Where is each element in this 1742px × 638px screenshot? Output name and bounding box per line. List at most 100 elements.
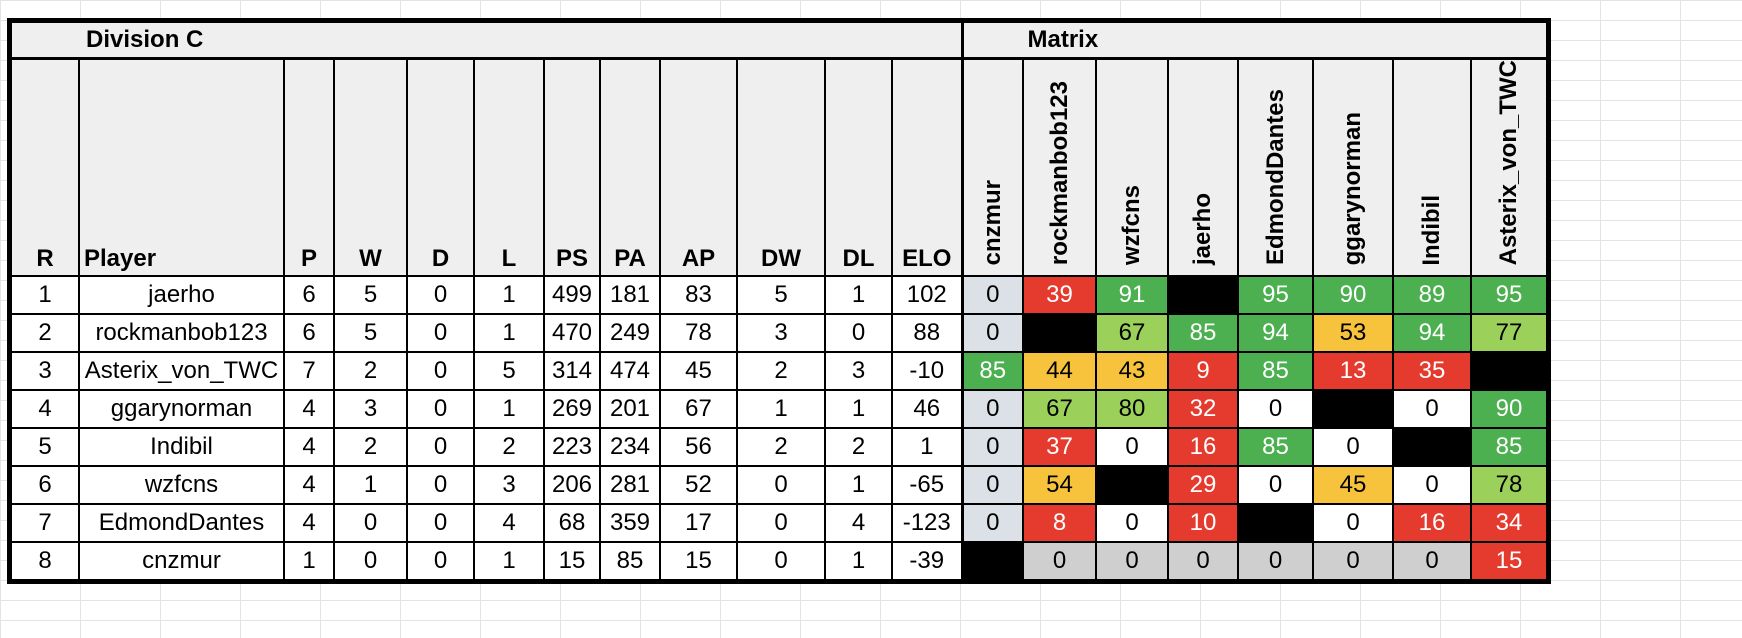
matrix-cell[interactable]: 8 (1022, 503, 1097, 544)
matrix-cell[interactable]: 0 (960, 389, 1024, 430)
matrix-cell[interactable]: 91 (1095, 275, 1169, 316)
cell-r[interactable]: 5 (10, 427, 80, 468)
cell-player[interactable]: rockmanbob123 (78, 313, 285, 354)
cell-w[interactable]: 5 (333, 275, 408, 316)
cell-elo[interactable]: 102 (891, 275, 963, 316)
matrix-cell[interactable]: 95 (1470, 275, 1548, 316)
cell-pa[interactable]: 234 (599, 427, 661, 468)
cell-elo[interactable]: 1 (891, 427, 963, 468)
matrix-cell[interactable]: 0 (960, 275, 1024, 316)
cell-p[interactable]: 6 (283, 313, 335, 354)
matrix-cell[interactable]: 0 (1022, 541, 1097, 582)
cell-ap[interactable]: 67 (659, 389, 738, 430)
matrix-cell[interactable]: 0 (1392, 389, 1472, 430)
matrix-cell[interactable] (1022, 313, 1097, 354)
cell-ps[interactable]: 68 (543, 503, 601, 544)
matrix-cell[interactable]: 94 (1237, 313, 1314, 354)
cell-dl[interactable]: 3 (824, 351, 893, 392)
matrix-cell[interactable]: 85 (1237, 351, 1314, 392)
matrix-cell[interactable] (1095, 465, 1169, 506)
cell-p[interactable]: 4 (283, 389, 335, 430)
matrix-cell[interactable]: 35 (1392, 351, 1472, 392)
cell-dw[interactable]: 2 (736, 351, 826, 392)
matrix-cell[interactable] (960, 541, 1024, 582)
cell-ap[interactable]: 15 (659, 541, 738, 582)
matrix-cell[interactable]: 34 (1470, 503, 1548, 544)
col-header-w[interactable]: W (333, 57, 408, 278)
cell-dl[interactable]: 1 (824, 541, 893, 582)
matrix-cell[interactable]: 0 (1312, 503, 1394, 544)
cell-player[interactable]: jaerho (78, 275, 285, 316)
cell-dw[interactable]: 5 (736, 275, 826, 316)
cell-ps[interactable]: 15 (543, 541, 601, 582)
cell-dw[interactable]: 1 (736, 389, 826, 430)
cell-d[interactable]: 0 (406, 389, 475, 430)
matrix-cell[interactable]: 43 (1095, 351, 1169, 392)
matrix-cell[interactable]: 0 (1095, 427, 1169, 468)
cell-d[interactable]: 0 (406, 427, 475, 468)
cell-p[interactable]: 4 (283, 465, 335, 506)
matrix-cell[interactable]: 37 (1022, 427, 1097, 468)
cell-player[interactable]: cnzmur (78, 541, 285, 582)
cell-ap[interactable]: 52 (659, 465, 738, 506)
matrix-cell[interactable]: 0 (960, 427, 1024, 468)
matrix-cell[interactable]: 80 (1095, 389, 1169, 430)
cell-w[interactable]: 0 (333, 503, 408, 544)
matrix-cell[interactable]: 0 (1237, 389, 1314, 430)
matrix-col-header-jaerho[interactable]: jaerho (1167, 57, 1239, 278)
cell-p[interactable]: 4 (283, 503, 335, 544)
col-header-dw[interactable]: DW (736, 57, 826, 278)
matrix-cell[interactable]: 0 (1392, 465, 1472, 506)
cell-ap[interactable]: 83 (659, 275, 738, 316)
cell-l[interactable]: 2 (473, 427, 545, 468)
cell-dw[interactable]: 0 (736, 503, 826, 544)
matrix-cell[interactable]: 0 (1237, 541, 1314, 582)
cell-player[interactable]: wzfcns (78, 465, 285, 506)
cell-r[interactable]: 3 (10, 351, 80, 392)
cell-player[interactable]: Indibil (78, 427, 285, 468)
matrix-cell[interactable] (1237, 503, 1314, 544)
cell-w[interactable]: 1 (333, 465, 408, 506)
cell-w[interactable]: 2 (333, 427, 408, 468)
cell-pa[interactable]: 201 (599, 389, 661, 430)
cell-d[interactable]: 0 (406, 465, 475, 506)
matrix-cell[interactable]: 44 (1022, 351, 1097, 392)
matrix-cell[interactable]: 39 (1022, 275, 1097, 316)
matrix-cell[interactable]: 67 (1095, 313, 1169, 354)
matrix-cell[interactable]: 29 (1167, 465, 1239, 506)
matrix-cell[interactable]: 9 (1167, 351, 1239, 392)
cell-pa[interactable]: 281 (599, 465, 661, 506)
cell-ap[interactable]: 56 (659, 427, 738, 468)
cell-ap[interactable]: 17 (659, 503, 738, 544)
cell-p[interactable]: 1 (283, 541, 335, 582)
cell-ap[interactable]: 78 (659, 313, 738, 354)
cell-dw[interactable]: 0 (736, 465, 826, 506)
cell-ps[interactable]: 470 (543, 313, 601, 354)
matrix-cell[interactable]: 0 (1095, 541, 1169, 582)
cell-elo[interactable]: 88 (891, 313, 963, 354)
matrix-cell[interactable]: 77 (1470, 313, 1548, 354)
cell-l[interactable]: 1 (473, 313, 545, 354)
cell-ps[interactable]: 269 (543, 389, 601, 430)
col-header-dl[interactable]: DL (824, 57, 893, 278)
cell-l[interactable]: 4 (473, 503, 545, 544)
cell-d[interactable]: 0 (406, 313, 475, 354)
col-header-ps[interactable]: PS (543, 57, 601, 278)
matrix-cell[interactable]: 10 (1167, 503, 1239, 544)
matrix-col-header-ggarynorman[interactable]: ggarynorman (1312, 57, 1394, 278)
matrix-cell[interactable]: 15 (1470, 541, 1548, 582)
cell-r[interactable]: 8 (10, 541, 80, 582)
cell-p[interactable]: 4 (283, 427, 335, 468)
cell-r[interactable]: 1 (10, 275, 80, 316)
cell-d[interactable]: 0 (406, 541, 475, 582)
matrix-cell[interactable]: 94 (1392, 313, 1472, 354)
cell-r[interactable]: 7 (10, 503, 80, 544)
cell-pa[interactable]: 181 (599, 275, 661, 316)
cell-ap[interactable]: 45 (659, 351, 738, 392)
matrix-cell[interactable]: 0 (1237, 465, 1314, 506)
col-header-r[interactable]: R (10, 57, 80, 278)
matrix-cell[interactable]: 0 (1095, 503, 1169, 544)
matrix-cell[interactable]: 0 (1167, 541, 1239, 582)
matrix-cell[interactable]: 90 (1470, 389, 1548, 430)
matrix-cell[interactable]: 32 (1167, 389, 1239, 430)
